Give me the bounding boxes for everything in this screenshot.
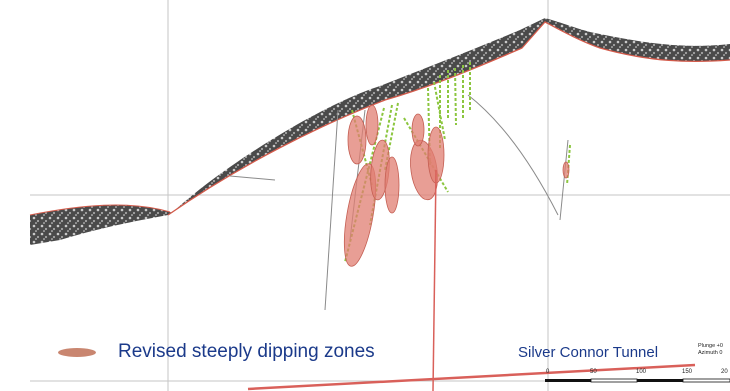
azimuth-text: Azimuth 0 xyxy=(698,350,723,356)
silver-connor-tunnel-line xyxy=(247,363,696,391)
tunnel-label: Silver Connor Tunnel xyxy=(518,344,659,361)
legend-swatch-zones xyxy=(58,347,96,357)
scale-tick-0: 0 xyxy=(546,369,550,375)
terrain-surface xyxy=(29,18,730,245)
scale-bar xyxy=(545,378,730,383)
vertical-hole-trace xyxy=(432,169,437,391)
scale-tick-2: 100 xyxy=(636,369,647,375)
legend-label-zones: Revised steeply dipping zones xyxy=(118,341,375,362)
steeply-dipping-zones xyxy=(343,104,570,267)
scale-tick-1: 50 xyxy=(590,369,597,375)
legend: Revised steeply dipping zones xyxy=(58,340,375,364)
drill-traces-grey xyxy=(229,94,569,311)
plunge-text: Plunge +0 xyxy=(698,343,723,349)
scale-tick-4: 20 xyxy=(721,369,728,375)
scale-tick-3: 150 xyxy=(682,369,693,375)
orientation-info: Plunge +0 Azimuth 0 xyxy=(698,343,723,357)
